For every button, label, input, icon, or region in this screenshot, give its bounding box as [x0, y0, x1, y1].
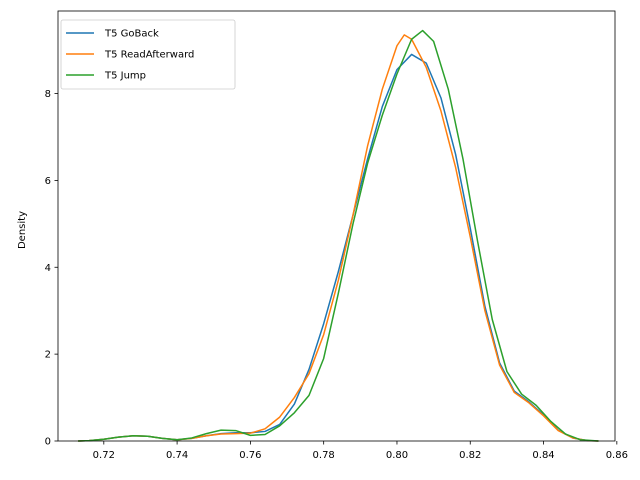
x-tick-label-4: 0.80: [386, 450, 408, 461]
axes-frame: [57, 10, 616, 442]
legend-label-2: T5 Jump: [104, 71, 146, 82]
series-layer: [78, 29, 599, 442]
y-tick-label-3: 6: [45, 176, 51, 187]
legend-box: [60, 19, 236, 90]
legend-label-0: T5 GoBack: [104, 29, 159, 40]
y-tick-label-0: 0: [45, 437, 51, 448]
x-tick-label-1: 0.74: [166, 450, 188, 461]
x-tick-label-0: 0.72: [93, 450, 115, 461]
series-line-2: [78, 29, 599, 442]
series-line-1: [78, 34, 599, 442]
y-tick-label-2: 4: [45, 263, 51, 274]
legend: T5 GoBack T5 ReadAfterward T5 Jump: [60, 19, 236, 90]
x-tick-label-7: 0.86: [606, 450, 628, 461]
series-line-0: [78, 53, 599, 442]
x-tick-label-5: 0.82: [459, 450, 481, 461]
legend-label-1: T5 ReadAfterward: [104, 50, 194, 61]
axes-layer: 0.72 0.74 0.76 0.78 0.80 0.82 0.84 0.86 0 2 4 6 8: [45, 10, 628, 461]
x-tick-label-3: 0.78: [313, 450, 335, 461]
x-tick-label-6: 0.84: [532, 450, 554, 461]
y-axis-label: Density: [17, 211, 28, 249]
y-tick-label-1: 2: [45, 350, 51, 361]
x-tick-label-2: 0.76: [239, 450, 261, 461]
y-tick-label-4: 8: [45, 89, 51, 100]
